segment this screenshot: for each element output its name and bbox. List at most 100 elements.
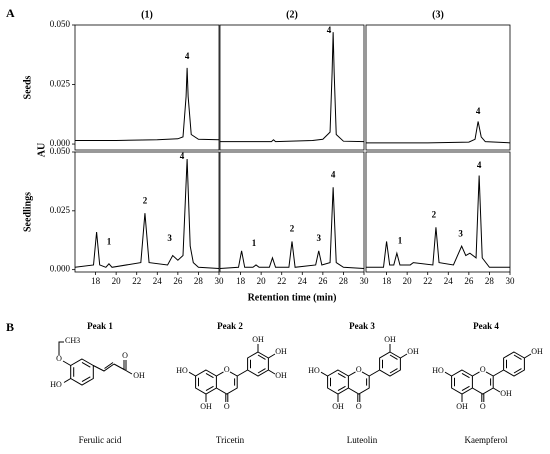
trace bbox=[219, 187, 365, 269]
x-tick-label: 26 bbox=[173, 276, 183, 286]
trace bbox=[220, 32, 365, 143]
atom-label: HO bbox=[308, 366, 320, 375]
x-tick-label: 30 bbox=[360, 276, 370, 286]
x-tick-label: 24 bbox=[444, 276, 454, 286]
row-label: Seeds bbox=[22, 75, 33, 99]
atom-label: HO bbox=[50, 380, 62, 389]
panel-label: B bbox=[6, 320, 14, 334]
x-tick-label: 18 bbox=[236, 276, 246, 286]
peak-annotation: 1 bbox=[107, 237, 112, 247]
peak-annotation: 4 bbox=[331, 170, 336, 180]
x-tick-label: 20 bbox=[112, 276, 122, 286]
atom-label: O bbox=[480, 365, 486, 374]
compound-name: Tricetin bbox=[216, 435, 245, 445]
atom-label: O bbox=[356, 365, 362, 374]
peak-annotation: 2 bbox=[290, 224, 295, 234]
column-title: (1) bbox=[141, 9, 153, 20]
x-tick-label: 18 bbox=[91, 276, 101, 286]
row-label: Seedlings bbox=[22, 192, 33, 232]
atom-label: OH bbox=[332, 402, 344, 411]
y-tick-label: 0.025 bbox=[50, 79, 71, 89]
y-tick-label: 0.000 bbox=[50, 138, 71, 148]
structure: O O HO OH OH OH bbox=[308, 335, 419, 411]
trace bbox=[74, 159, 220, 269]
peak-label: Peak 2 bbox=[217, 321, 243, 331]
plot-frame bbox=[74, 151, 220, 273]
atom-label: O bbox=[224, 402, 230, 411]
x-tick-label: 18 bbox=[382, 276, 392, 286]
x-tick-label: 24 bbox=[298, 276, 308, 286]
peak-annotation: 2 bbox=[432, 210, 437, 220]
atom-label: OH bbox=[456, 402, 468, 411]
atom-label: OH bbox=[252, 335, 264, 344]
plot-frame bbox=[219, 24, 365, 151]
peak-annotation: 2 bbox=[143, 195, 148, 205]
x-tick-label: 22 bbox=[277, 276, 286, 286]
peak-label: Peak 3 bbox=[349, 321, 375, 331]
atom-label: O bbox=[122, 351, 128, 360]
atom-label: OH bbox=[531, 347, 543, 356]
atom-label: O bbox=[224, 365, 230, 374]
compound-name: Luteolin bbox=[347, 435, 378, 445]
x-axis-label: Retention time (min) bbox=[248, 292, 337, 303]
plot-frame bbox=[74, 24, 220, 151]
column-title: (2) bbox=[286, 9, 298, 20]
peak-annotation: 3 bbox=[316, 233, 321, 243]
y-axis-label: AU bbox=[36, 143, 47, 157]
atom-label: CH3 bbox=[65, 336, 80, 345]
column-title: (3) bbox=[432, 9, 444, 20]
x-tick-label: 28 bbox=[485, 276, 495, 286]
plot-frame bbox=[219, 151, 365, 273]
y-tick-label: 0.000 bbox=[50, 264, 71, 274]
trace bbox=[75, 67, 220, 141]
peak-annotation: 4 bbox=[185, 51, 190, 61]
x-tick-label: 20 bbox=[403, 276, 413, 286]
peak-label: Peak 4 bbox=[473, 321, 499, 331]
trace bbox=[366, 175, 510, 268]
peak-annotation: 4 bbox=[327, 25, 332, 35]
plot-frame bbox=[365, 24, 511, 151]
compound-name: Ferulic acid bbox=[79, 435, 122, 445]
x-tick-label: 28 bbox=[339, 276, 349, 286]
atom-label: OH bbox=[275, 347, 287, 356]
structure: O O HO OH OH OH OH bbox=[176, 335, 287, 411]
peak-annotation: 4 bbox=[476, 106, 481, 116]
x-tick-label: 22 bbox=[423, 276, 432, 286]
y-tick-label: 0.050 bbox=[50, 146, 71, 156]
structure: O O HO OH OH OH bbox=[432, 347, 543, 411]
structure: O CH3 HO O OH bbox=[50, 336, 145, 389]
peak-annotation: 4 bbox=[180, 151, 185, 161]
panel-label: A bbox=[6, 6, 15, 20]
atom-label: OH bbox=[500, 389, 512, 398]
atom-label: O bbox=[356, 402, 362, 411]
peak-label: Peak 1 bbox=[87, 321, 113, 331]
atom-label: OH bbox=[275, 371, 287, 380]
compound-name: Kaempferol bbox=[465, 435, 508, 445]
atom-label: OH bbox=[407, 347, 419, 356]
x-tick-label: 28 bbox=[194, 276, 204, 286]
peak-annotation: 1 bbox=[398, 235, 403, 245]
peak-annotation: 3 bbox=[167, 233, 172, 243]
trace bbox=[366, 121, 511, 144]
peak-annotation: 1 bbox=[252, 238, 257, 248]
atom-label: HO bbox=[432, 366, 444, 375]
y-tick-label: 0.025 bbox=[50, 205, 71, 215]
atom-label: O bbox=[56, 354, 62, 363]
atom-label: O bbox=[480, 402, 486, 411]
peak-annotation: 4 bbox=[477, 160, 482, 170]
atom-label: OH bbox=[200, 402, 212, 411]
atom-label: HO bbox=[176, 366, 188, 375]
x-tick-label: 24 bbox=[153, 276, 163, 286]
peak-annotation: 3 bbox=[458, 228, 463, 238]
x-tick-label: 20 bbox=[257, 276, 267, 286]
atom-label: OH bbox=[133, 371, 145, 380]
x-tick-label: 30 bbox=[506, 276, 516, 286]
x-tick-label: 30 bbox=[215, 276, 225, 286]
y-tick-label: 0.050 bbox=[50, 19, 71, 29]
x-tick-label: 22 bbox=[132, 276, 141, 286]
plot-frame bbox=[365, 151, 511, 273]
x-tick-label: 26 bbox=[464, 276, 474, 286]
atom-label: OH bbox=[384, 335, 396, 344]
x-tick-label: 26 bbox=[318, 276, 328, 286]
